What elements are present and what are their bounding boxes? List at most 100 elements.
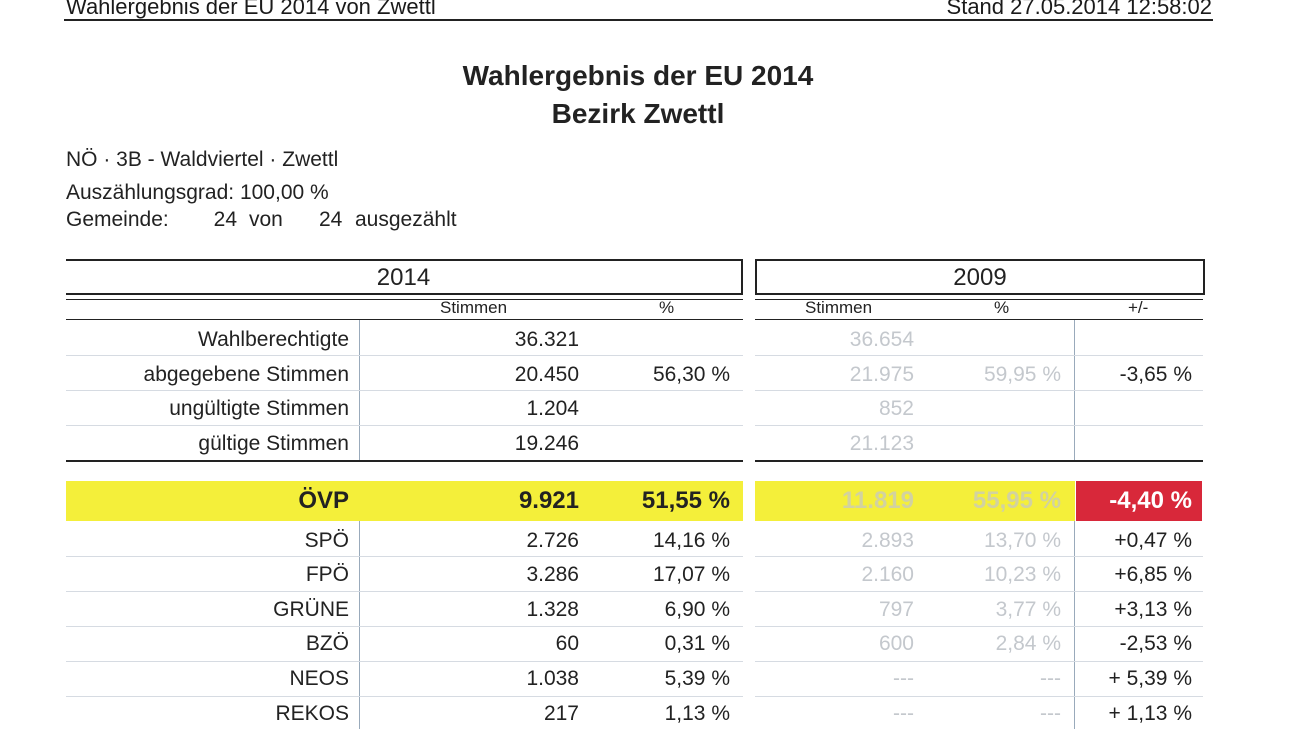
party-name: FPÖ [305,563,349,586]
party-pct-2009: 2,84 % [995,632,1061,655]
col-stimmen-2014: Stimmen [440,298,508,317]
col-pct-2014: % [659,298,675,317]
loss-highlight [1076,481,1202,521]
colhead-line-2014 [66,319,743,320]
party-pct-2014: 14,16 % [652,529,730,552]
party-name: BZÖ [305,632,349,655]
party-pct-2014: 51,55 % [641,487,730,514]
party-votes-2009: 11.819 [841,487,914,514]
gemeinde-status: Gemeinde: 24 von 24 ausgezählt [66,208,457,232]
party-pct-2009: --- [1040,667,1061,690]
party-votes-2014: 9.921 [518,487,579,514]
summary-votes-2009: 21.123 [849,432,914,455]
party-pct-2009: 10,23 % [983,563,1061,586]
party-diff: +6,85 % [1114,563,1192,586]
party-name: NEOS [289,667,349,690]
summary-votes-2009: 21.975 [849,363,914,386]
summary-votes-2014: 19.246 [514,432,579,455]
party-name: REKOS [275,702,349,725]
party-diff: -2,53 % [1119,632,1192,655]
party-pct-2009: 3,77 % [995,598,1061,621]
row-divider [66,696,743,697]
party-pct-2009: --- [1040,702,1061,725]
separator-2014-parties [359,481,360,729]
party-diff: + 1,13 % [1108,702,1192,725]
row-divider [755,355,1203,356]
party-name: ÖVP [298,487,349,514]
col-pct-2009: % [994,298,1010,317]
row-divider [755,626,1203,627]
year-2009-underline [755,293,1203,300]
party-diff: -4,40 % [1109,487,1192,514]
party-pct-2014: 6,90 % [664,598,730,621]
party-diff: +3,13 % [1114,598,1192,621]
party-votes-2014: 1.038 [526,667,579,690]
row-divider [66,661,743,662]
year-header-2009: 2009 [755,259,1205,295]
col-diff: +/- [1128,298,1149,317]
row-divider [66,355,743,356]
gemeinde-count: 24 [213,208,237,231]
row-divider [755,425,1203,426]
separator-2009-parties [1074,481,1075,729]
party-votes-2009: 600 [878,632,914,655]
party-votes-2009: 797 [878,598,914,621]
party-diff: +0,47 % [1114,529,1192,552]
highlight-bar-2009 [755,481,1075,521]
row-divider [66,425,743,426]
row-divider [755,696,1203,697]
party-votes-2009: --- [893,702,914,725]
summary-votes-2009: 852 [878,397,914,420]
party-votes-2014: 3.286 [526,563,579,586]
party-diff: + 5,39 % [1108,667,1192,690]
header-divider [64,19,1213,21]
party-name: GRÜNE [273,598,349,621]
party-votes-2014: 1.328 [526,598,579,621]
von-label: von [249,208,283,231]
row-divider [755,556,1203,557]
row-divider [66,591,743,592]
summary-label: abgegebene Stimmen [143,363,349,386]
region-path: NÖ · 3B - Waldviertel · Zwettl [66,148,339,171]
summary-votes-2014: 1.204 [526,397,579,420]
party-pct-2009: 13,70 % [983,529,1061,552]
party-votes-2009: --- [893,667,914,690]
gemeinde-total: 24 [319,208,343,231]
summary-label: Wahlberechtigte [198,328,349,351]
highlight-bar-2014 [66,481,743,521]
row-divider [755,390,1203,391]
row-divider [66,390,743,391]
summary-bottom-rule-2014 [66,460,743,462]
summary-pct-2014: 56,30 % [652,363,730,386]
party-votes-2014: 60 [555,632,579,655]
page-header-title: Wahlergebnis der EU 2014 von Zwettl [66,0,436,19]
row-divider [755,591,1203,592]
summary-votes-2009: 36.654 [849,328,914,351]
row-divider [66,556,743,557]
summary-label: gültige Stimmen [198,432,349,455]
party-pct-2014: 5,39 % [664,667,730,690]
page-subtitle: Bezirk Zwettl [551,98,725,129]
summary-pct-2009: 59,95 % [983,363,1061,386]
col-stimmen-2009: Stimmen [805,298,873,317]
row-divider [755,661,1203,662]
party-pct-2009: 55,95 % [972,487,1061,514]
party-votes-2009: 2.160 [861,563,914,586]
summary-diff: -3,65 % [1119,363,1192,386]
auszaehlungsgrad: Auszählungsgrad: 100,00 % [66,181,329,204]
year-header-2014: 2014 [66,259,743,295]
page-header-timestamp: Stand 27.05.2014 12:58:02 [946,0,1212,19]
party-pct-2014: 0,31 % [664,632,730,655]
summary-votes-2014: 20.450 [514,363,579,386]
summary-votes-2014: 36.321 [514,328,579,351]
ausgezaehlt-label: ausgezählt [355,208,457,231]
year-2014-underline [66,293,743,300]
party-pct-2014: 17,07 % [652,563,730,586]
party-votes-2014: 217 [543,702,579,725]
party-votes-2014: 2.726 [526,529,579,552]
party-pct-2014: 1,13 % [664,702,730,725]
row-divider [66,626,743,627]
page-title: Wahlergebnis der EU 2014 [462,60,814,91]
summary-bottom-rule-2009 [755,460,1203,462]
party-name: SPÖ [304,529,349,552]
